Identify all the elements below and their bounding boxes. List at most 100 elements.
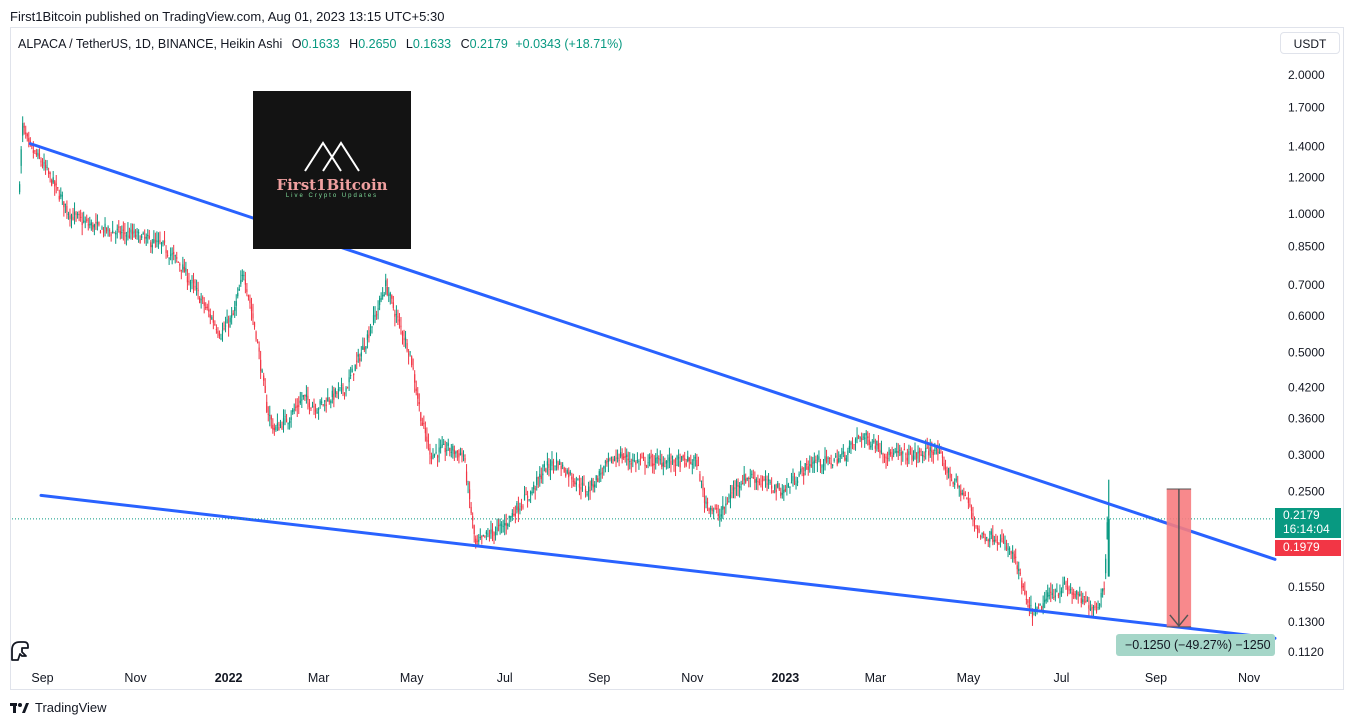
candle-body <box>639 458 642 460</box>
candle-body <box>816 462 818 464</box>
candle-body <box>710 508 712 510</box>
candle-body <box>630 463 632 465</box>
candle-body <box>778 487 780 490</box>
candle-body <box>418 402 420 405</box>
candle-body <box>252 313 254 319</box>
candle-body <box>435 452 437 454</box>
y-tick-label: 1.0000 <box>1288 207 1325 221</box>
candle-body <box>440 446 442 449</box>
candle-body <box>674 464 677 466</box>
candle-body <box>150 242 152 248</box>
candle-body <box>197 289 199 292</box>
candle-body <box>476 540 478 542</box>
candle-body <box>969 504 971 506</box>
candle-body <box>943 463 945 470</box>
candle-body <box>664 466 666 468</box>
candle-body <box>1041 606 1043 611</box>
candle-body <box>75 213 77 215</box>
candle-body <box>228 324 230 328</box>
candle-body <box>1066 587 1069 590</box>
candle-body <box>156 240 158 243</box>
candle-body <box>687 456 689 462</box>
candle-body <box>655 457 657 463</box>
candle-body <box>729 494 732 499</box>
candle-body <box>298 405 300 407</box>
candle-body <box>684 458 686 460</box>
candle-body <box>336 392 338 394</box>
candle-body <box>681 456 683 461</box>
candle-body <box>638 460 640 462</box>
candle-body <box>986 537 988 539</box>
candle-body <box>899 449 901 451</box>
candle-body <box>192 280 195 284</box>
candle-body <box>1103 588 1105 590</box>
candle-body <box>963 492 965 496</box>
y-tick-label: 0.5000 <box>1288 346 1325 360</box>
candle-body <box>1102 588 1104 592</box>
mountain-icon <box>304 141 360 172</box>
candle-body <box>34 150 36 152</box>
candle-body <box>304 394 306 396</box>
candle-body <box>890 451 892 455</box>
candle-body <box>772 491 774 493</box>
dino-icon[interactable] <box>8 636 32 664</box>
candle-body <box>520 506 523 508</box>
candle-body <box>1056 590 1058 592</box>
candle-body <box>243 275 245 277</box>
candle-body <box>264 385 266 393</box>
candle-body <box>656 457 658 459</box>
candle-body <box>148 235 150 239</box>
candle-body <box>732 487 735 491</box>
candle-body <box>972 513 974 517</box>
candle-body <box>449 447 451 452</box>
candle-body <box>508 515 510 519</box>
candle-body <box>536 477 538 485</box>
currency-button[interactable]: USDT <box>1280 32 1340 54</box>
candle-body <box>368 334 370 338</box>
x-tick-label: May <box>957 671 981 685</box>
candle-body <box>677 457 680 459</box>
candle-body <box>996 541 998 544</box>
candle-body <box>379 298 381 306</box>
candle-body <box>328 400 330 402</box>
candle-body <box>543 464 545 468</box>
candle-body <box>1057 594 1059 596</box>
candle-body <box>958 485 960 488</box>
candle-body <box>308 402 311 408</box>
candle-body <box>769 481 771 483</box>
candle-body <box>763 478 765 481</box>
candle-body <box>357 354 359 357</box>
candle-body <box>400 325 402 328</box>
candle-body <box>1004 543 1006 545</box>
candle-body <box>813 460 815 464</box>
candle-body <box>462 454 465 457</box>
candle-body <box>263 375 265 381</box>
candle-body <box>223 328 225 330</box>
candle-body <box>247 295 250 297</box>
candle-body <box>199 298 201 304</box>
symbol-label[interactable]: ALPACA / TetherUS, 1D, BINANCE, Heikin A… <box>18 37 283 51</box>
candle-body <box>716 508 718 510</box>
candle-body <box>679 461 681 468</box>
candle-body <box>443 443 445 445</box>
candle-body <box>746 477 748 480</box>
candle-body <box>446 449 448 451</box>
candle-body <box>1083 596 1085 598</box>
candle-body <box>517 506 520 512</box>
candle-body <box>426 436 428 442</box>
candle-body <box>845 457 847 462</box>
candle-body <box>658 458 660 460</box>
candle-body <box>67 213 70 215</box>
candle-body <box>1059 593 1061 595</box>
candle-body <box>925 448 927 453</box>
candle-body <box>272 425 274 430</box>
candle-body <box>728 501 730 503</box>
candle-body <box>691 463 693 465</box>
candle-body <box>339 387 341 389</box>
candle-body <box>937 448 939 455</box>
candle-body <box>218 333 221 336</box>
candle-body <box>182 264 184 270</box>
candle-body <box>1074 593 1076 598</box>
candle-body <box>388 294 390 296</box>
